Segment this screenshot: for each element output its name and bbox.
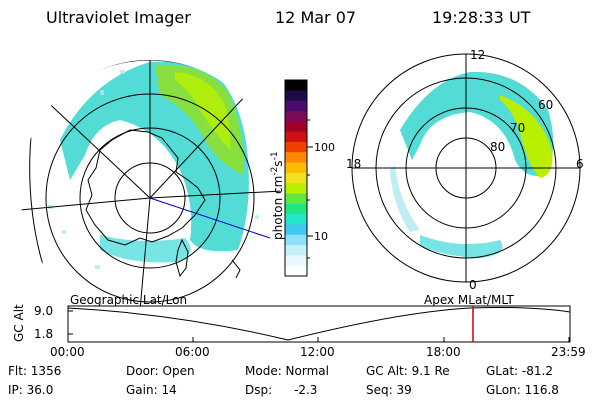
mlt-label-12: 12 xyxy=(470,48,486,62)
units-sup1: -2 xyxy=(270,166,280,176)
aurora-oval-right xyxy=(400,71,554,176)
colorbar-units: photon cm-2s-1 xyxy=(268,151,285,240)
status-flight: Flt: 1356 xyxy=(8,364,62,378)
colorbar-segment xyxy=(285,203,307,215)
timeline-ylabel: GC Alt xyxy=(12,304,26,342)
status-glon: GLon: 116.8 xyxy=(486,383,559,397)
units-sup2: -1 xyxy=(270,151,280,161)
geographic-map xyxy=(20,60,280,320)
status-gain: Gain: 14 xyxy=(126,383,177,397)
status-mode: Mode: Normal xyxy=(245,364,329,378)
timeline-xtick-0600: 06:00 xyxy=(175,345,210,359)
status-seq: Seq: 39 xyxy=(366,383,412,397)
status-dsp-label: Dsp: xyxy=(245,383,273,397)
colorbar-segment xyxy=(285,224,307,236)
altitude-curve xyxy=(67,307,571,341)
colorbar-tick-10: 10 xyxy=(314,230,328,243)
colorbar xyxy=(284,79,313,277)
status-door: Door: Open xyxy=(126,364,195,378)
colorbar-segment xyxy=(285,100,307,112)
magnetic-map xyxy=(351,53,581,283)
colorbar-segment xyxy=(285,265,307,277)
status-glat: GLat: -81.2 xyxy=(486,364,553,378)
status-ip: IP: 36.0 xyxy=(8,383,54,397)
timeline-xtick-1800: 18:00 xyxy=(426,345,461,359)
right-map-caption: Apex MLat/MLT xyxy=(424,293,514,307)
colorbar-segment xyxy=(285,110,307,122)
colorbar-segment xyxy=(285,172,307,184)
colorbar-segment xyxy=(285,193,307,205)
time-label: 19:28:33 UT xyxy=(432,8,531,27)
colorbar-segment xyxy=(285,90,307,102)
colorbar-tick-100: 100 xyxy=(314,141,335,154)
colorbar-segment xyxy=(285,234,307,246)
timeline-ytick-top: 9.0 xyxy=(34,304,54,318)
mlt-label-18: 18 xyxy=(346,157,362,171)
colorbar-segment xyxy=(285,255,307,267)
mlt-label-6: 6 xyxy=(576,157,584,171)
timeline-xtick-1200: 12:00 xyxy=(300,345,335,359)
colorbar-segment xyxy=(285,131,307,143)
altitude-timeline xyxy=(67,305,571,343)
timeline-xtick-2359: 23:59 xyxy=(551,345,586,359)
mlt-label-0: 0 xyxy=(469,278,477,292)
lat-label-70: 70 xyxy=(510,121,526,135)
colorbar-segment xyxy=(285,245,307,256)
colorbar-segment xyxy=(285,183,307,194)
colorbar-segment xyxy=(285,152,307,164)
noon-meridian-line xyxy=(149,197,271,239)
colorbar-segment xyxy=(285,80,307,91)
colorbar-segment xyxy=(285,162,307,174)
lat-label-80: 80 xyxy=(490,140,506,154)
colorbar-segment xyxy=(285,214,307,225)
status-gc-alt: GC Alt: 9.1 Re xyxy=(366,364,450,378)
left-map-caption: Geographic Lat/Lon xyxy=(70,293,188,307)
colorbar-segment xyxy=(285,141,307,153)
timeline-ytick-bottom: 1.8 xyxy=(34,327,54,341)
status-dsp-value: -2.3 xyxy=(294,383,318,397)
lat-label-60: 60 xyxy=(538,98,554,112)
timeline-xtick-0000: 00:00 xyxy=(50,345,85,359)
colorbar-segment xyxy=(285,121,307,133)
units-main: photon cm xyxy=(271,175,285,240)
date-label: 12 Mar 07 xyxy=(275,8,357,27)
continent-outline xyxy=(85,129,206,278)
units-s: s xyxy=(271,160,285,167)
instrument-title: Ultraviolet Imager xyxy=(46,8,191,27)
